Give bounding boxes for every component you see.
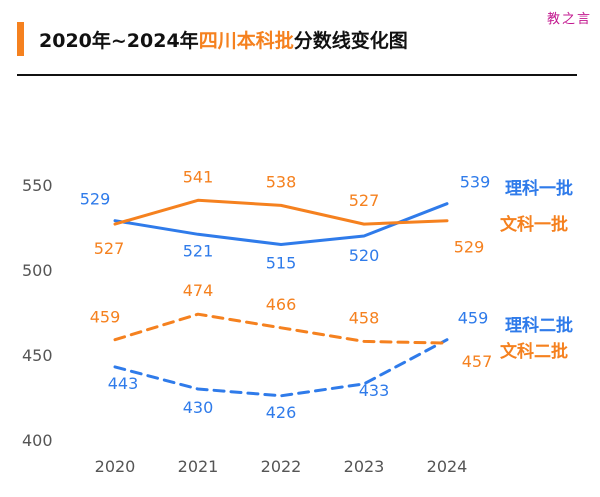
title-prefix: 2020年~2024年 xyxy=(39,30,199,52)
data-label: 433 xyxy=(359,381,390,400)
data-label: 541 xyxy=(183,167,214,186)
legend-label: 理科一批 xyxy=(505,178,573,199)
title-highlight: 四川本科批 xyxy=(198,30,294,52)
watermark: 教之言 xyxy=(546,12,592,27)
data-label: 529 xyxy=(454,238,485,257)
y-tick-label: 450 xyxy=(22,346,53,365)
data-label: 520 xyxy=(349,246,380,265)
data-label: 527 xyxy=(94,239,125,258)
x-tick-label: 2024 xyxy=(427,457,468,476)
y-tick-label: 500 xyxy=(22,261,53,280)
title-accent-bar xyxy=(17,22,24,56)
series-line xyxy=(113,338,449,398)
legend-label: 理科二批 xyxy=(505,315,573,336)
y-tick-label: 550 xyxy=(22,176,53,195)
data-label: 430 xyxy=(183,398,214,417)
data-label: 474 xyxy=(183,281,214,300)
y-tick-label: 400 xyxy=(22,431,53,450)
x-tick-label: 2022 xyxy=(261,457,302,476)
chart-title: 2020年~2024年四川本科批分数线变化图 xyxy=(39,26,408,53)
x-tick-label: 2023 xyxy=(344,457,385,476)
data-label: 521 xyxy=(183,241,214,260)
data-label: 426 xyxy=(266,403,297,422)
data-label: 527 xyxy=(349,191,380,210)
series-line xyxy=(113,312,449,345)
data-label: 539 xyxy=(460,173,491,192)
series-line xyxy=(113,202,449,246)
x-tick-label: 2020 xyxy=(95,457,136,476)
data-label: 538 xyxy=(266,172,297,191)
data-label: 459 xyxy=(458,309,489,328)
series-line xyxy=(113,198,449,226)
data-label: 443 xyxy=(108,374,139,393)
data-label: 458 xyxy=(349,308,380,327)
data-label: 515 xyxy=(266,254,297,273)
legend-label: 文科一批 xyxy=(500,214,568,235)
title-suffix: 分数线变化图 xyxy=(293,30,408,52)
x-tick-label: 2021 xyxy=(178,457,219,476)
data-label: 459 xyxy=(90,308,121,327)
data-label: 529 xyxy=(80,190,111,209)
title-divider xyxy=(17,74,577,76)
data-label: 466 xyxy=(266,295,297,314)
data-label: 457 xyxy=(462,352,493,371)
chart-header: 2020年~2024年四川本科批分数线变化图 xyxy=(17,20,577,76)
legend-label: 文科二批 xyxy=(500,341,568,362)
